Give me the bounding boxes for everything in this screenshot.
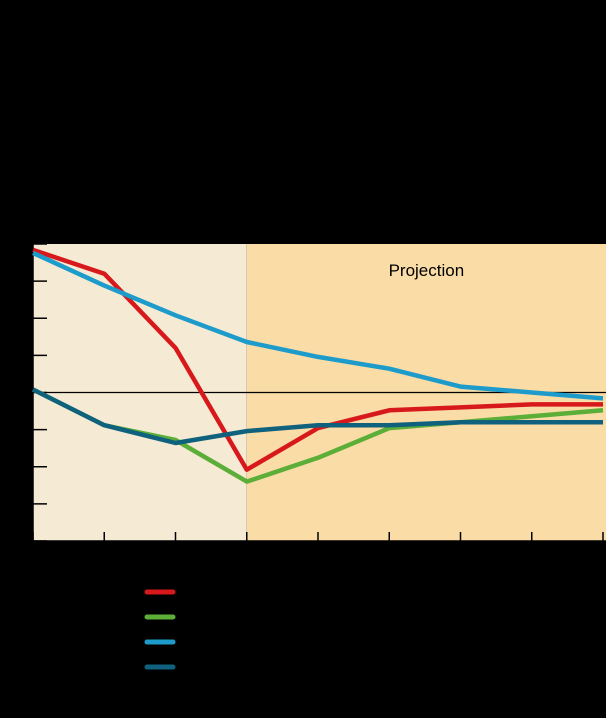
legend xyxy=(144,589,176,670)
region-label-projection: Projection xyxy=(389,261,465,280)
region-labels: Projection xyxy=(389,261,465,280)
series-lines xyxy=(31,247,604,484)
